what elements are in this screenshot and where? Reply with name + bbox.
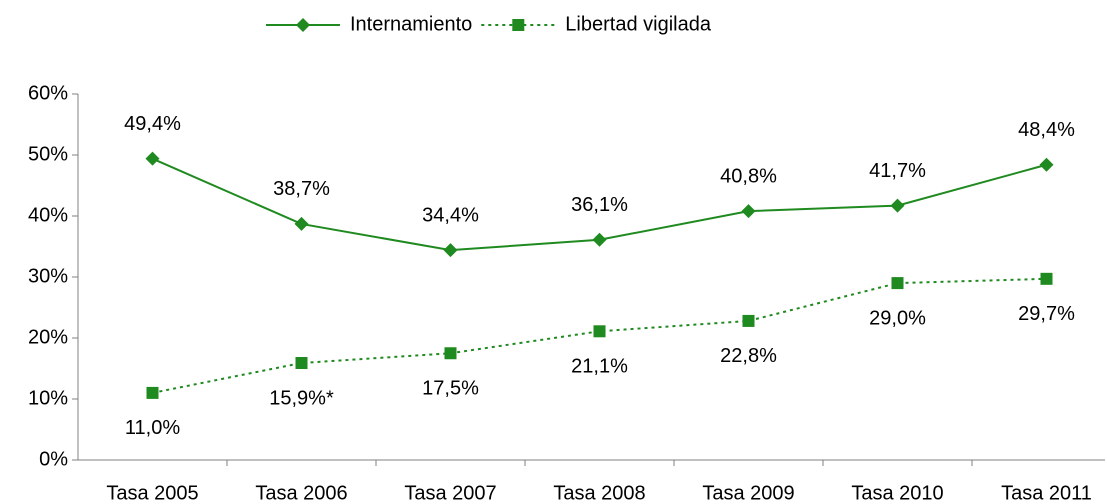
- x-tick-label: Tasa 2011: [1001, 482, 1092, 504]
- data-point: [891, 277, 904, 290]
- x-tick-label: Tasa 2009: [702, 482, 794, 504]
- data-label: 34,4%: [422, 204, 479, 226]
- y-tick-label: 50%: [28, 143, 68, 165]
- data-label: 29,0%: [869, 307, 926, 329]
- legend-marker: [512, 19, 525, 31]
- y-tick-label: 20%: [28, 326, 68, 348]
- data-label: 48,4%: [1018, 119, 1075, 141]
- data-label: 49,4%: [124, 113, 181, 135]
- data-point: [592, 232, 607, 247]
- data-label: 29,7%: [1018, 303, 1075, 325]
- y-tick-label: 60%: [28, 82, 68, 104]
- y-tick-label: 40%: [28, 204, 68, 226]
- data-point: [741, 204, 756, 219]
- data-point: [145, 151, 160, 166]
- data-point: [593, 325, 606, 338]
- x-tick-label: Tasa 2008: [553, 482, 645, 504]
- y-tick-label: 30%: [28, 265, 68, 287]
- legend-marker: [296, 18, 310, 32]
- x-tick-label: Tasa 2007: [404, 482, 496, 504]
- data-label: 36,1%: [571, 194, 628, 216]
- x-tick-label: Tasa 2005: [106, 482, 198, 504]
- legend-label: Internamiento: [350, 13, 472, 35]
- data-label: 21,1%: [571, 356, 628, 378]
- data-point: [742, 314, 755, 327]
- data-label: 17,5%: [422, 378, 479, 400]
- x-tick-label: Tasa 2006: [255, 482, 347, 504]
- data-point: [444, 347, 457, 360]
- data-point: [1039, 157, 1054, 172]
- y-tick-label: 0%: [39, 448, 68, 470]
- data-point: [294, 216, 309, 231]
- data-point: [295, 357, 308, 370]
- data-label: 15,9%*: [269, 387, 334, 409]
- data-label: 40,8%: [720, 165, 777, 187]
- data-label: 11,0%: [125, 417, 180, 439]
- y-tick-label: 10%: [28, 387, 68, 409]
- data-label: 22,8%: [720, 345, 777, 367]
- data-point: [890, 198, 905, 213]
- data-point: [1040, 272, 1053, 285]
- legend-label: Libertad vigilada: [565, 13, 712, 35]
- data-label: 38,7%: [273, 178, 330, 200]
- data-point: [443, 243, 458, 258]
- data-label: 41,7%: [869, 160, 926, 182]
- x-tick-label: Tasa 2010: [851, 482, 943, 504]
- data-point: [146, 386, 159, 399]
